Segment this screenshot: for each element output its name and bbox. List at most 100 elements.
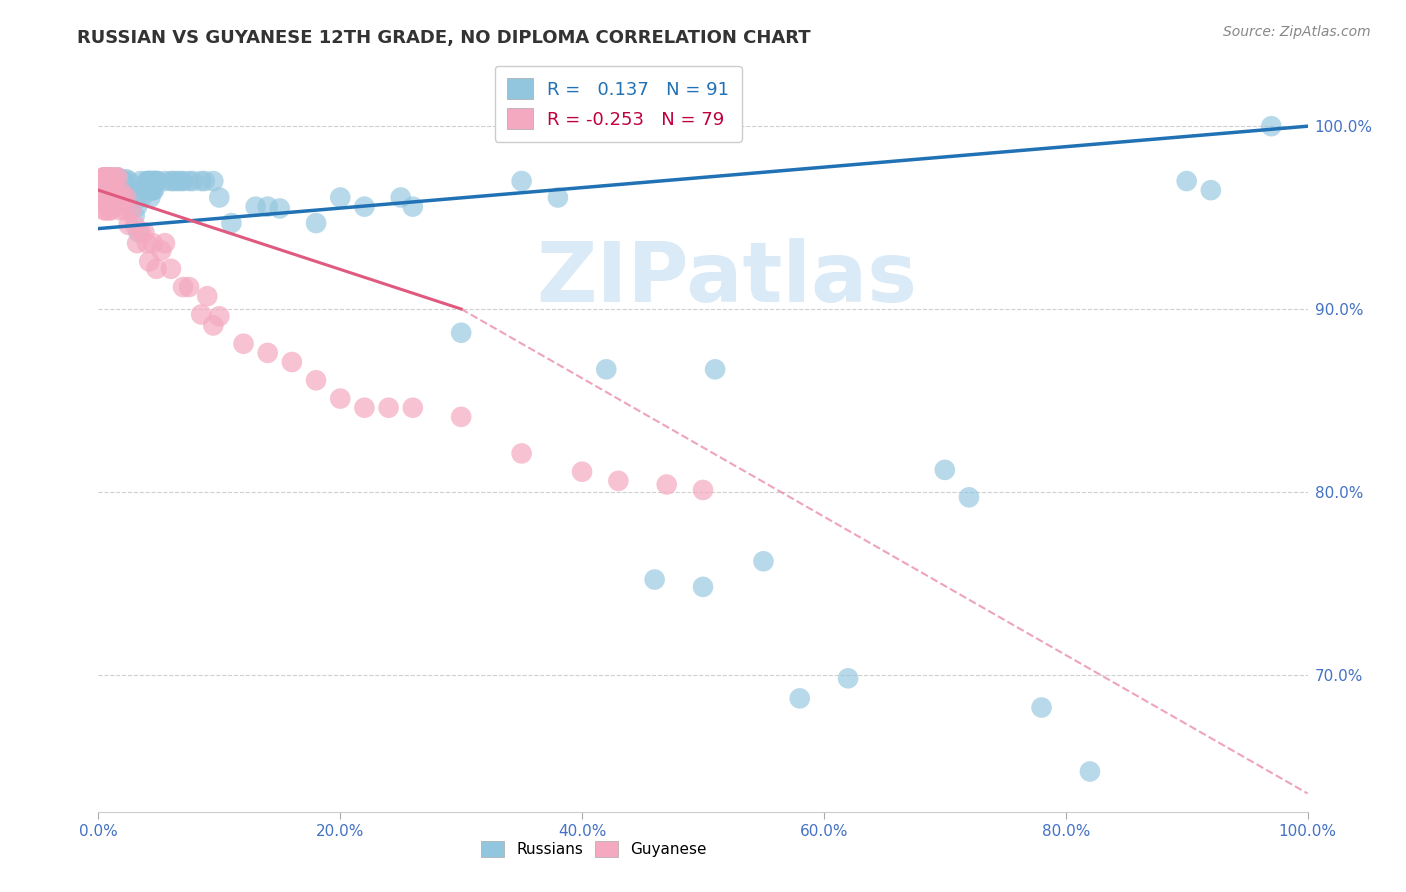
Point	[93, 170, 115, 185]
Point	[138, 181, 160, 195]
Point	[136, 174, 159, 188]
Text: RUSSIAN VS GUYANESE 12TH GRADE, NO DIPLOMA CORRELATION CHART: RUSSIAN VS GUYANESE 12TH GRADE, NO DIPLO…	[77, 29, 811, 46]
Point	[837, 671, 859, 685]
Point	[110, 185, 132, 199]
Point	[129, 174, 152, 188]
Point	[118, 183, 141, 197]
Point	[595, 362, 617, 376]
Point	[118, 174, 141, 188]
Point	[100, 203, 122, 218]
Point	[93, 170, 115, 185]
Point	[114, 203, 136, 218]
Point	[98, 170, 121, 185]
Point	[402, 401, 425, 415]
Point	[402, 200, 425, 214]
Point	[127, 236, 149, 251]
Point	[108, 203, 131, 218]
Point	[208, 190, 231, 204]
Point	[135, 174, 157, 188]
Point	[97, 194, 120, 209]
Point	[93, 190, 115, 204]
Point	[93, 203, 115, 218]
Point	[134, 225, 156, 239]
Point	[139, 174, 162, 188]
Point	[789, 691, 811, 706]
Point	[124, 209, 146, 223]
Point	[1199, 183, 1222, 197]
Point	[105, 185, 128, 199]
Point	[91, 186, 114, 201]
Point	[104, 170, 127, 185]
Point	[127, 225, 149, 239]
Point	[100, 192, 122, 206]
Point	[101, 190, 124, 204]
Text: ZIPatlas: ZIPatlas	[537, 238, 918, 319]
Point	[117, 196, 139, 211]
Point	[107, 170, 129, 185]
Point	[160, 174, 183, 188]
Point	[305, 216, 328, 230]
Point	[142, 174, 165, 188]
Point	[172, 174, 194, 188]
Point	[120, 203, 142, 218]
Point	[124, 218, 146, 232]
Point	[139, 190, 162, 204]
Point	[127, 200, 149, 214]
Point	[94, 203, 117, 218]
Point	[118, 190, 141, 204]
Point	[145, 174, 167, 188]
Point	[141, 183, 163, 197]
Point	[329, 392, 352, 406]
Point	[108, 181, 131, 195]
Point	[169, 174, 191, 188]
Point	[1031, 700, 1053, 714]
Point	[389, 190, 412, 204]
Point	[96, 174, 118, 188]
Point	[98, 203, 121, 218]
Point	[547, 190, 569, 204]
Point	[160, 261, 183, 276]
Point	[221, 216, 243, 230]
Point	[135, 236, 157, 251]
Point	[114, 181, 136, 195]
Point	[305, 373, 328, 387]
Point	[115, 190, 138, 204]
Point	[1175, 174, 1198, 188]
Point	[108, 196, 131, 211]
Point	[97, 178, 120, 192]
Point	[141, 174, 163, 188]
Point	[655, 477, 678, 491]
Point	[97, 198, 120, 212]
Point	[208, 310, 231, 324]
Text: Source: ZipAtlas.com: Source: ZipAtlas.com	[1223, 25, 1371, 39]
Point	[256, 200, 278, 214]
Point	[510, 174, 533, 188]
Point	[957, 491, 980, 505]
Point	[97, 170, 120, 185]
Point	[108, 190, 131, 204]
Point	[143, 174, 166, 188]
Point	[111, 190, 134, 204]
Point	[644, 573, 666, 587]
Point	[153, 236, 176, 251]
Point	[129, 225, 152, 239]
Point	[181, 174, 204, 188]
Point	[115, 172, 138, 186]
Point	[607, 474, 630, 488]
Point	[91, 170, 114, 185]
Point	[103, 174, 125, 188]
Point	[100, 185, 122, 199]
Point	[510, 446, 533, 460]
Point	[202, 174, 225, 188]
Point	[195, 289, 218, 303]
Point	[98, 185, 121, 199]
Point	[143, 174, 166, 188]
Point	[142, 183, 165, 197]
Point	[150, 244, 173, 258]
Point	[752, 554, 775, 568]
Point	[110, 172, 132, 186]
Point	[146, 174, 169, 188]
Point	[108, 174, 131, 188]
Point	[704, 362, 727, 376]
Point	[202, 318, 225, 333]
